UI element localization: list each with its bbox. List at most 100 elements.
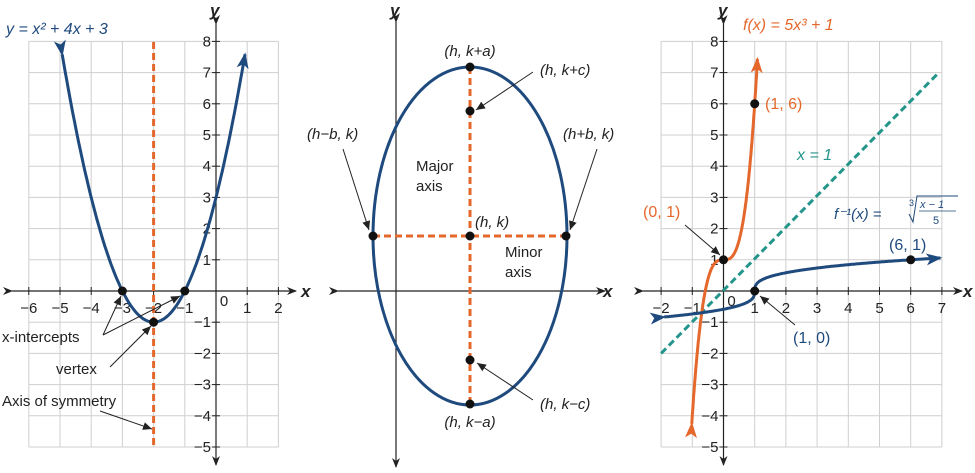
point-label-6-1: (6, 1) xyxy=(889,237,926,254)
top-vertex-point xyxy=(465,62,475,72)
y-tick-label: 8 xyxy=(710,33,718,50)
radical-sign-icon xyxy=(908,195,958,224)
x-tick-label: 5 xyxy=(875,300,883,317)
point xyxy=(117,286,127,296)
top-focus-arrow xyxy=(475,71,534,111)
point xyxy=(719,255,728,265)
y-tick-label: 5 xyxy=(710,127,718,144)
y-tick-label: −5 xyxy=(194,439,211,456)
x-tick-label: 3 xyxy=(813,300,821,317)
x-tick-label: −5 xyxy=(51,300,68,317)
ellipse-panel: x y (h, k+a) (h, k+c) (h−b, k) (h+b, k) … xyxy=(307,1,614,468)
inverse-curve xyxy=(649,253,943,325)
x-tick-label: −6 xyxy=(20,300,37,317)
y-tick-label: −1 xyxy=(194,314,211,331)
minor-axis-label-2: axis xyxy=(505,264,532,281)
vertex-arrow xyxy=(109,325,152,368)
major-axis-label-2: axis xyxy=(416,178,443,195)
point xyxy=(906,255,916,265)
y-tick-label: −2 xyxy=(194,345,211,362)
point-label-0-1: (0, 1) xyxy=(643,204,680,221)
y-tick-label: −2 xyxy=(701,345,718,362)
top-focus-point xyxy=(465,106,475,116)
right-covertex-arrow xyxy=(569,148,598,231)
y-tick-label: 4 xyxy=(203,158,211,175)
vertex-label: vertex xyxy=(56,361,97,378)
y-tick-label: 7 xyxy=(710,65,718,82)
x-axis-label: x xyxy=(962,282,974,301)
root-denominator: 5 xyxy=(933,215,939,227)
center-point xyxy=(465,231,475,241)
y-tick-label: 3 xyxy=(710,189,718,206)
point xyxy=(180,286,190,296)
y-tick-label: 3 xyxy=(203,189,211,206)
x-tick-label: 6 xyxy=(907,300,915,317)
y-axis-label: y xyxy=(717,1,729,20)
x-intercepts-label: x-intercepts xyxy=(2,329,80,346)
equation-label: y = x² + 4x + 3 xyxy=(5,21,108,38)
point xyxy=(750,286,760,296)
bottom-focus-label: (h, k−c) xyxy=(540,396,590,413)
point xyxy=(750,99,760,109)
y-tick-label: 6 xyxy=(710,96,718,113)
major-axis-label: Major xyxy=(416,158,454,175)
root-numerator: x − 1 xyxy=(919,199,944,211)
x-intercept-arrow-left xyxy=(102,295,122,336)
axis-of-symmetry-label: Axis of symmetry xyxy=(2,393,117,410)
y-tick-label: −4 xyxy=(194,408,211,425)
f-equation-label: f(x) = 5x³ + 1 xyxy=(743,17,834,34)
y-tick-label: 8 xyxy=(203,33,211,50)
point-label-1-6: (1, 6) xyxy=(765,96,802,113)
top-vertex-label: (h, k+a) xyxy=(444,43,495,60)
y-tick-label: 1 xyxy=(203,252,211,269)
y-tick-label: 4 xyxy=(710,158,718,175)
x-tick-label: −2 xyxy=(653,300,670,317)
point-0-1-arrow xyxy=(684,224,721,256)
x-tick-label: 1 xyxy=(243,300,251,317)
x-tick-label: 2 xyxy=(274,300,282,317)
y-tick-label: −3 xyxy=(194,377,211,394)
inverse-label-prefix: f⁻¹(x) = xyxy=(834,206,882,223)
y-tick-label: −4 xyxy=(701,408,718,425)
identity-line-label: x = 1 xyxy=(796,147,832,164)
x-tick-label: 0 xyxy=(220,293,228,310)
x-tick-label: 4 xyxy=(844,300,852,317)
x-tick-label: −4 xyxy=(83,300,100,317)
right-covertex-point xyxy=(561,231,571,241)
axis-of-symmetry-arrow xyxy=(99,410,153,430)
bottom-vertex-label: (h, k−a) xyxy=(444,414,495,431)
point-1-0-arrow xyxy=(759,295,796,326)
left-covertex-point xyxy=(368,231,378,241)
x-axis-label: x xyxy=(602,282,614,301)
y-tick-label: −5 xyxy=(701,439,718,456)
root-index: 3 xyxy=(909,198,914,208)
x-axis-label: x xyxy=(300,282,312,301)
x-tick-label: 7 xyxy=(938,300,946,317)
y-tick-label: −3 xyxy=(701,377,718,394)
point-label-1-0: (1, 0) xyxy=(793,330,830,347)
inverse-equation-label: f⁻¹(x) = 3 x − 1 5 xyxy=(834,195,958,227)
x-intercept-arrow-right xyxy=(102,295,181,336)
y-axis-label: y xyxy=(209,1,221,20)
minor-axis-label: Minor xyxy=(505,244,543,261)
y-tick-label: 7 xyxy=(203,65,211,82)
point xyxy=(149,317,159,327)
x-tick-label: 1 xyxy=(751,300,759,317)
key-points xyxy=(117,286,190,327)
top-focus-label: (h, k+c) xyxy=(540,62,590,79)
y-tick-label: 2 xyxy=(710,221,718,238)
x-tick-label: −1 xyxy=(176,300,193,317)
bottom-focus-point xyxy=(465,355,475,365)
center-label: (h, k) xyxy=(475,214,509,231)
bottom-vertex-point xyxy=(465,399,475,409)
right-covertex-label: (h+b, k) xyxy=(563,126,614,143)
left-covertex-label: (h−b, k) xyxy=(307,126,358,143)
y-tick-label: −1 xyxy=(701,314,718,331)
f-curve xyxy=(684,56,763,439)
bottom-focus-arrow xyxy=(476,362,534,401)
y-tick-label: 5 xyxy=(203,127,211,144)
